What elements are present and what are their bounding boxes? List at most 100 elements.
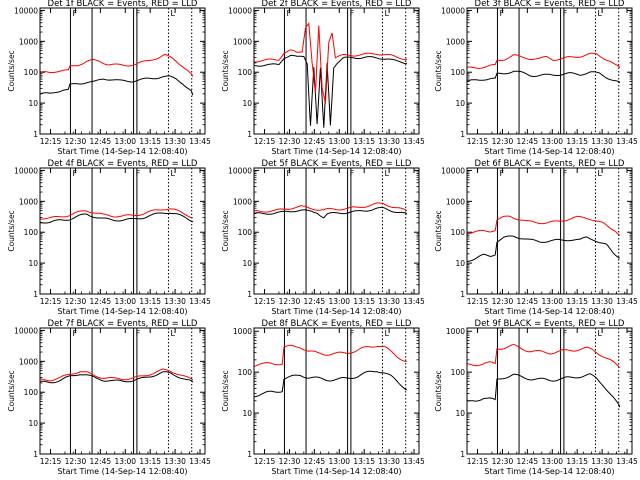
y-tick-label: 10000: [14, 326, 38, 335]
y-tick-label: 10: [242, 99, 252, 108]
x-axis-label: Start Time (14-Sep-14 12:08:40): [57, 307, 187, 316]
plot-frame: [466, 7, 633, 135]
y-axis-label: Counts/sec: [7, 50, 16, 91]
y-tick-label: 1: [460, 130, 465, 139]
y-tick-label: 1000: [446, 197, 465, 206]
y-tick-label: 1: [247, 450, 252, 459]
x-axis-label: Start Time (14-Sep-14 12:08:40): [57, 467, 187, 476]
y-tick-label: 100: [451, 368, 466, 377]
interval-marker-label: F: [350, 9, 355, 18]
interval-marker-label: L: [597, 329, 602, 338]
x-tick-label: 12:45: [517, 457, 539, 466]
x-tick-label: 13:00: [541, 137, 563, 146]
plot-frame: [39, 167, 206, 295]
y-tick-label: 100: [451, 228, 466, 237]
x-tick-label: 13:15: [139, 297, 161, 306]
series-lld-line: [39, 53, 194, 77]
x-tick-label: 13:15: [566, 137, 588, 146]
x-tick-label: 12:30: [492, 297, 514, 306]
x-tick-label: 12:30: [492, 137, 514, 146]
x-tick-label: 13:45: [189, 457, 211, 466]
y-tick-label: 10000: [228, 6, 252, 15]
x-tick-label: 12:15: [254, 457, 276, 466]
interval-marker-label: F: [499, 169, 504, 178]
interval-marker-label: F: [286, 169, 291, 178]
x-tick-label: 12:45: [90, 297, 112, 306]
x-axis-label: Start Time (14-Sep-14 12:08:40): [271, 467, 401, 476]
x-tick-label: 13:15: [353, 297, 375, 306]
x-tick-label: 12:30: [65, 137, 87, 146]
series-events-line: [466, 373, 621, 408]
y-axis-label: Counts/sec: [7, 370, 16, 411]
y-tick-label: 10: [242, 409, 252, 418]
x-tick-label: 12:45: [90, 457, 112, 466]
interval-marker-label: L: [384, 329, 389, 338]
y-axis-label: Counts/sec: [7, 210, 16, 251]
series-events-line: [254, 370, 408, 398]
interval-marker-label: F: [72, 329, 77, 338]
series-events-line: [253, 54, 408, 128]
plot-frame: [253, 7, 420, 135]
x-tick-label: 12:30: [279, 137, 301, 146]
x-tick-label: 12:15: [40, 297, 62, 306]
x-tick-label: 13:30: [164, 457, 186, 466]
y-tick-label: 10: [242, 259, 252, 268]
panel-det-8: Det 8f BLACK = Events, RED = LLD 1 10 100 10…: [221, 319, 425, 476]
series-lld-line: [253, 344, 407, 367]
panel-title: Det 3f BLACK = Events, RED = LLD: [475, 0, 625, 9]
x-tick-label: 13:00: [114, 457, 136, 466]
x-tick-label: 13:30: [591, 297, 613, 306]
series-lld-line: [253, 202, 408, 213]
panel-title: Det 6f BLACK = Events, RED = LLD: [475, 159, 625, 169]
x-tick-label: 13:30: [378, 457, 400, 466]
y-tick-label: 10000: [14, 6, 38, 15]
x-tick-label: 12:15: [254, 297, 276, 306]
y-tick-label: 1: [460, 450, 465, 459]
interval-marker-label: F: [499, 9, 504, 18]
y-tick-label: 1000: [446, 37, 465, 46]
interval-marker-label: F: [72, 9, 77, 18]
x-tick-label: 12:30: [65, 297, 87, 306]
x-tick-label: 12:15: [467, 137, 489, 146]
panel-title: Det 1f BLACK = Events, RED = LLD: [48, 0, 198, 9]
interval-marker-label: F: [350, 329, 355, 338]
y-tick-label: 1000: [233, 37, 252, 46]
panel-title: Det 7f BLACK = Events, RED = LLD: [48, 319, 198, 329]
y-axis-label: Counts/sec: [434, 370, 443, 411]
x-tick-label: 13:45: [616, 137, 638, 146]
y-tick-label: 1: [33, 130, 38, 139]
plot-frame: [253, 327, 420, 455]
panel-title: Det 9f BLACK = Events, RED = LLD: [475, 319, 625, 329]
x-tick-label: 12:45: [517, 297, 539, 306]
x-tick-label: 12:30: [279, 457, 301, 466]
interval-marker-label: L: [597, 169, 602, 178]
panel-det-1: Det 1f BLACK = Events, RED = LLD 1 10 100 10…: [7, 0, 211, 156]
interval-marker-label: L: [170, 329, 175, 338]
y-tick-label: 1000: [19, 357, 38, 366]
y-tick-label: 100: [451, 68, 466, 77]
series-lld-line: [39, 208, 194, 220]
interval-marker-label: F: [563, 329, 568, 338]
panel-title: Det 5f BLACK = Events, RED = LLD: [262, 159, 412, 169]
series-events-line: [253, 206, 408, 219]
x-tick-label: 13:45: [403, 297, 425, 306]
y-tick-label: 1000: [446, 327, 465, 336]
x-tick-label: 13:15: [353, 137, 375, 146]
x-axis-label: Start Time (14-Sep-14 12:08:40): [57, 147, 187, 156]
x-axis-label: Start Time (14-Sep-14 12:08:40): [271, 147, 401, 156]
x-tick-label: 13:15: [139, 457, 161, 466]
plot-frame: [39, 327, 206, 455]
y-tick-label: 100: [24, 228, 39, 237]
interval-marker-label: L: [384, 169, 389, 178]
x-tick-label: 13:45: [189, 137, 211, 146]
x-tick-label: 13:15: [566, 297, 588, 306]
series-events-line: [39, 371, 194, 384]
x-tick-label: 13:00: [114, 137, 136, 146]
x-tick-label: 12:15: [467, 297, 489, 306]
panel-det-6: Det 6f BLACK = Events, RED = LLD 1 10 100 10…: [434, 159, 638, 316]
series-events-line: [39, 75, 194, 96]
y-tick-label: 10000: [14, 166, 38, 175]
panel-title: Det 8f BLACK = Events, RED = LLD: [262, 319, 412, 329]
interval-marker-label: F: [499, 329, 504, 338]
